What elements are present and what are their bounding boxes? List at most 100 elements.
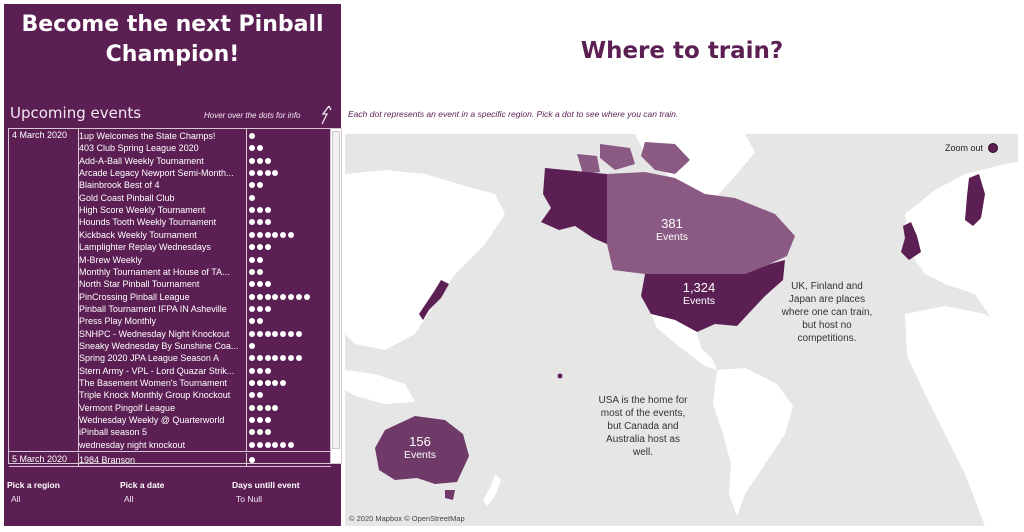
region-alaska[interactable] (541, 168, 607, 244)
canada-count[interactable]: 381 Events (647, 216, 697, 243)
event-dots[interactable] (249, 182, 263, 189)
event-dot[interactable] (256, 380, 263, 386)
event-dots[interactable] (249, 457, 255, 464)
event-dot[interactable] (264, 293, 271, 300)
event-dot[interactable] (287, 293, 294, 300)
filter-days-until[interactable]: Days untill event To Null (232, 480, 300, 504)
event-row[interactable]: Blainbrook Best of 4 (9, 179, 331, 191)
event-dot[interactable] (249, 145, 255, 152)
event-row[interactable]: iPinball season 5 (9, 426, 331, 438)
event-row[interactable]: Arcade Legacy Newport Semi-Month... (9, 167, 331, 179)
event-dot[interactable] (249, 256, 255, 263)
event-dot[interactable] (287, 355, 294, 362)
event-dot[interactable] (303, 293, 310, 300)
filter-region-value[interactable]: All (11, 494, 21, 504)
region-australia[interactable] (375, 416, 469, 484)
event-dot[interactable] (256, 305, 263, 312)
event-dot[interactable] (256, 219, 263, 226)
event-row[interactable]: 1984 Branson (9, 454, 331, 466)
event-dot[interactable] (272, 170, 279, 177)
event-dots[interactable] (249, 305, 271, 313)
event-dot[interactable] (249, 441, 255, 448)
filter-date-value[interactable]: All (124, 494, 134, 504)
event-dot[interactable] (249, 281, 255, 288)
event-dot[interactable] (264, 355, 271, 362)
event-dot[interactable] (280, 231, 287, 238)
event-dot[interactable] (272, 330, 279, 337)
event-dot[interactable] (249, 392, 255, 399)
event-dot[interactable] (272, 404, 279, 411)
event-dot[interactable] (249, 417, 255, 424)
event-dot[interactable] (264, 231, 271, 238)
event-dot[interactable] (295, 293, 302, 300)
event-dot[interactable] (264, 404, 271, 411)
event-dot[interactable] (264, 330, 271, 337)
event-dot[interactable] (249, 367, 255, 374)
event-dot[interactable] (256, 367, 263, 374)
event-dot[interactable] (256, 182, 263, 189)
event-row[interactable]: Monthly Tournament at House of TA... (9, 266, 331, 278)
zoom-out-icon[interactable] (988, 143, 999, 153)
event-dots[interactable] (249, 194, 255, 202)
event-dot[interactable] (256, 231, 263, 238)
event-dot[interactable] (249, 268, 255, 275)
event-row[interactable]: Lamplighter Replay Wednesdays (9, 241, 331, 253)
event-dots[interactable] (249, 441, 294, 449)
event-dot[interactable] (295, 330, 302, 337)
event-dots[interactable] (249, 330, 302, 338)
table-scrollbar[interactable] (330, 129, 341, 463)
event-dot[interactable] (264, 441, 271, 448)
event-row[interactable]: Pinball Tournament IFPA IN Asheville (9, 303, 331, 315)
event-row[interactable]: North Star Pinball Tournament (9, 278, 331, 290)
event-dot[interactable] (280, 293, 287, 300)
event-dots[interactable] (249, 417, 271, 424)
world-map[interactable]: Zoom out 381 Events 1,324 Events 156 Eve… (345, 134, 1018, 526)
event-dot[interactable] (256, 429, 263, 436)
event-dot[interactable] (249, 219, 255, 226)
event-dot[interactable] (280, 441, 287, 448)
event-row[interactable]: M-Brew Weekly (9, 254, 331, 266)
event-dots[interactable] (249, 256, 263, 264)
event-dot[interactable] (249, 293, 255, 300)
event-dot[interactable] (249, 429, 255, 436)
region-usa[interactable] (641, 260, 785, 332)
event-dot[interactable] (256, 293, 263, 300)
event-dot[interactable] (256, 145, 263, 152)
event-dot[interactable] (249, 133, 255, 139)
event-dot[interactable] (256, 244, 263, 251)
event-dot[interactable] (249, 207, 255, 214)
event-dots[interactable] (249, 157, 271, 165)
event-dot[interactable] (256, 417, 263, 424)
event-dot[interactable] (256, 157, 263, 164)
event-row[interactable]: Hounds Tooth Weekly Tournament (9, 216, 331, 228)
zoom-out-control[interactable]: Zoom out (945, 143, 999, 153)
event-dot[interactable] (249, 355, 255, 362)
event-dot[interactable] (249, 182, 255, 189)
event-dot[interactable] (287, 231, 294, 238)
event-dot[interactable] (256, 404, 263, 411)
event-dot[interactable] (249, 404, 255, 411)
event-dot[interactable] (256, 355, 263, 362)
event-dots[interactable] (249, 219, 271, 226)
event-dot[interactable] (249, 305, 255, 312)
event-dot[interactable] (264, 244, 271, 251)
event-dot[interactable] (287, 441, 294, 448)
scrollbar-thumb[interactable] (332, 131, 340, 449)
event-dots[interactable] (249, 145, 263, 152)
zoom-out-label[interactable]: Zoom out (945, 143, 984, 153)
filter-date[interactable]: Pick a date All (120, 480, 164, 504)
event-dot[interactable] (272, 380, 279, 386)
event-dots[interactable] (249, 318, 263, 325)
event-row[interactable]: Triple Knock Monthly Group Knockout (9, 389, 331, 401)
event-dots[interactable] (249, 281, 271, 288)
event-dot[interactable] (256, 207, 263, 214)
event-dot[interactable] (280, 355, 287, 362)
event-dot[interactable] (272, 441, 279, 448)
event-dot[interactable] (272, 293, 279, 300)
filter-region[interactable]: Pick a region All (7, 480, 60, 504)
region-japan[interactable] (419, 280, 449, 320)
event-dot[interactable] (249, 342, 255, 349)
filter-days-until-value[interactable]: To Null (236, 494, 262, 504)
event-dot[interactable] (256, 318, 263, 325)
event-dot[interactable] (264, 281, 271, 288)
